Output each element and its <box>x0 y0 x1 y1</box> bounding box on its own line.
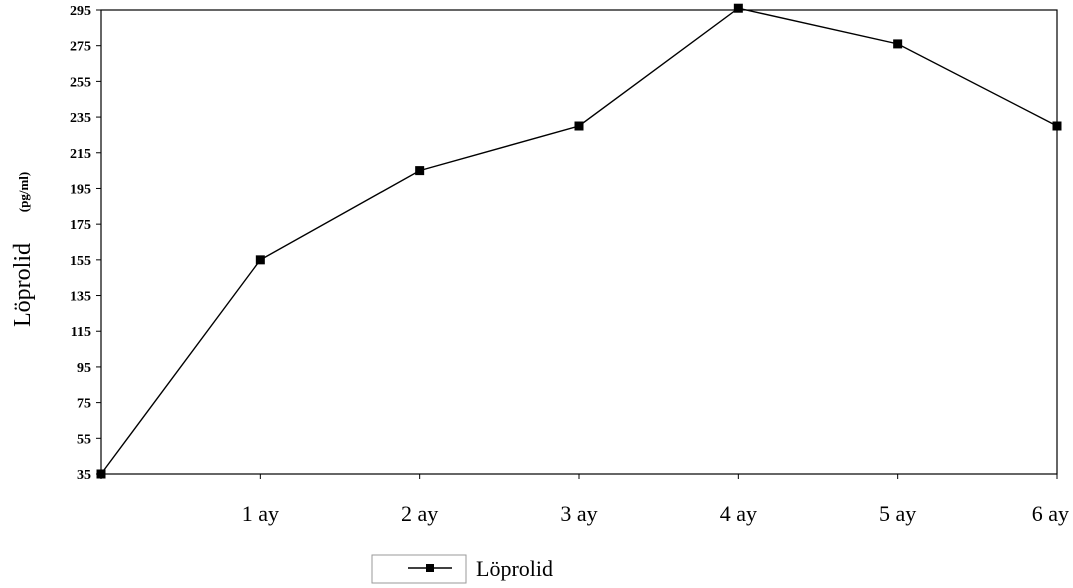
plot-border <box>100 9 1058 475</box>
legend-label: Löprolid <box>476 556 553 581</box>
plot-frame <box>100 9 1058 475</box>
x-axis-ticks: 1 ay 2 ay 3 ay 4 ay 5 ay 6 ay <box>100 474 1069 526</box>
y-tick-label: 235 <box>70 111 91 126</box>
x-tick-label: 5 ay <box>879 501 916 526</box>
y-tick-label: 215 <box>70 147 91 162</box>
x-tick-label: 6 ay <box>1032 501 1069 526</box>
y-tick-label: 195 <box>70 182 91 197</box>
y-axis-unit-label: (pg/ml) <box>16 172 31 212</box>
data-point <box>893 39 903 49</box>
y-tick-label: 295 <box>70 4 91 19</box>
y-tick-label: 175 <box>70 218 91 233</box>
y-tick-label: 135 <box>70 290 91 305</box>
series-line <box>100 7 1058 475</box>
y-tick-label: 35 <box>77 468 91 483</box>
y-axis-label: Löprolid <box>10 243 36 327</box>
y-tick-label: 115 <box>71 325 91 340</box>
x-tick-label: 3 ay <box>560 501 597 526</box>
data-point <box>1052 121 1062 131</box>
data-point <box>733 3 743 13</box>
x-tick-label: 2 ay <box>401 501 438 526</box>
y-tick-label: 155 <box>70 254 91 269</box>
data-point <box>255 255 265 265</box>
y-axis-ticks: 35 55 75 95 115 135 155 175 195 215 235 255 275 295 <box>70 4 101 483</box>
y-tick-label: 55 <box>77 432 91 447</box>
x-tick-label: 1 ay <box>242 501 279 526</box>
y-tick-label: 95 <box>77 361 91 376</box>
data-point <box>96 469 106 479</box>
data-point <box>574 121 584 131</box>
x-tick-label: 4 ay <box>720 501 757 526</box>
y-tick-label: 75 <box>77 397 91 412</box>
legend-marker <box>426 564 434 572</box>
y-tick-label: 275 <box>70 40 91 55</box>
data-point <box>415 166 425 176</box>
legend-box <box>371 554 467 584</box>
legend: Löprolid <box>371 554 553 584</box>
y-tick-label: 255 <box>70 75 91 90</box>
series-layer <box>96 3 1062 479</box>
